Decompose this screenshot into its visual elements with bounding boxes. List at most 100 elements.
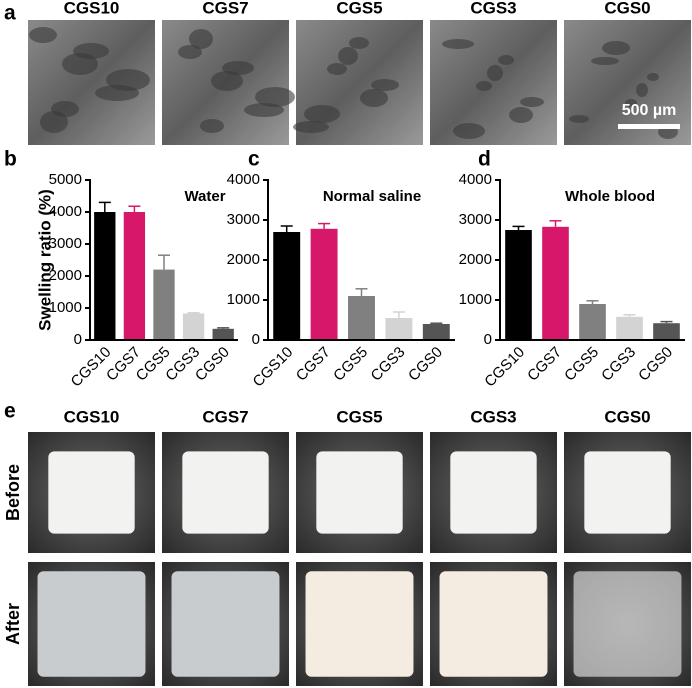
y-tick-label: 1000: [459, 291, 492, 308]
panel-label: d: [478, 148, 491, 171]
photo-label: CGS3: [470, 407, 516, 426]
bar: [273, 232, 301, 340]
sem-texture: [647, 73, 659, 81]
sem-texture: [255, 87, 295, 107]
sem-label: CGS10: [64, 0, 120, 17]
sem-texture: [29, 27, 57, 43]
bar: [348, 296, 375, 340]
x-tick-label: CGS7: [293, 344, 334, 385]
bar: [310, 228, 338, 340]
y-tick-label: 4000: [227, 171, 260, 188]
sem-texture: [338, 47, 358, 65]
bar: [542, 226, 569, 340]
x-tick-label: CGS0: [635, 344, 676, 385]
sample: [316, 451, 403, 534]
row-label: After: [3, 603, 23, 645]
panel-label: e: [4, 400, 16, 423]
bar: [653, 323, 680, 340]
sample: [305, 571, 414, 677]
sample: [171, 571, 280, 677]
y-tick-label: 3000: [227, 211, 260, 228]
bar: [579, 304, 606, 340]
bar: [505, 230, 532, 340]
x-tick-label: CGS0: [405, 344, 446, 385]
y-tick-label: 2000: [227, 251, 260, 268]
x-tick-label: CGS5: [561, 344, 602, 385]
scale-bar-label: 500 µm: [622, 102, 677, 119]
sem-label: CGS3: [470, 0, 516, 17]
sem-texture: [211, 71, 243, 91]
sample: [584, 451, 671, 534]
sample: [439, 571, 548, 677]
photo-label: CGS5: [336, 407, 382, 426]
y-tick-label: 5000: [49, 171, 82, 188]
y-tick-label: 3000: [49, 235, 82, 252]
sem-texture: [487, 65, 503, 81]
photo-label: CGS0: [604, 407, 650, 426]
y-tick-label: 2000: [49, 267, 82, 284]
sem-texture: [371, 79, 399, 91]
sem-texture: [293, 121, 329, 133]
y-tick-label: 0: [484, 331, 492, 348]
x-tick-label: CGS3: [368, 344, 409, 385]
bar: [182, 313, 205, 340]
scale-bar: [618, 124, 680, 129]
sample: [450, 451, 537, 534]
photo-label: CGS7: [202, 407, 248, 426]
bar: [422, 324, 450, 340]
y-tick-label: 3000: [459, 211, 492, 228]
x-tick-label: CGS5: [330, 344, 371, 385]
sem-texture: [360, 89, 388, 107]
sem-texture: [520, 97, 544, 107]
y-tick-label: 2000: [459, 251, 492, 268]
sem-texture: [453, 123, 485, 139]
sem-texture: [106, 69, 150, 91]
sem-texture: [498, 55, 514, 65]
y-tick-label: 1000: [227, 291, 260, 308]
sem-label: CGS7: [202, 0, 248, 17]
sem-texture: [51, 101, 79, 117]
sem-texture: [476, 81, 492, 91]
sem-texture: [178, 45, 202, 59]
bar: [212, 328, 234, 340]
sem-texture: [200, 119, 224, 133]
sample: [573, 571, 682, 677]
y-tick-label: 0: [252, 331, 260, 348]
sem-texture: [189, 29, 213, 49]
sem-texture: [349, 37, 369, 49]
sem-texture: [569, 115, 589, 123]
sample: [48, 451, 135, 534]
y-tick-label: 1000: [49, 299, 82, 316]
bar: [385, 318, 413, 340]
x-tick-label: CGS10: [481, 344, 528, 391]
sem-texture: [509, 107, 533, 123]
sem-texture: [591, 57, 619, 65]
y-tick-label: 4000: [49, 203, 82, 220]
sem-texture: [625, 99, 637, 107]
sem-label: CGS0: [604, 0, 650, 17]
x-tick-label: CGS10: [250, 344, 297, 391]
sem-texture: [636, 83, 648, 97]
annotation: Normal saline: [323, 188, 421, 205]
x-tick-label: CGS7: [524, 344, 565, 385]
panel-label: a: [4, 2, 16, 25]
y-tick-label: 4000: [459, 171, 492, 188]
bar: [123, 212, 146, 340]
y-axis-label: Swelling ratio (%): [35, 189, 54, 331]
bar: [94, 212, 116, 340]
sem-texture: [222, 61, 254, 75]
panel-label: c: [248, 148, 260, 171]
bar: [616, 316, 643, 340]
sem-image: [430, 20, 557, 145]
sem-texture: [442, 39, 474, 49]
y-tick-label: 0: [74, 331, 82, 348]
annotation: Water: [184, 188, 225, 205]
annotation: Whole blood: [565, 188, 655, 205]
sem-label: CGS5: [336, 0, 382, 17]
sem-texture: [73, 43, 109, 59]
panel-label: b: [4, 148, 17, 171]
bar: [153, 269, 175, 340]
sem-texture: [327, 63, 347, 75]
photo-label: CGS10: [64, 407, 120, 426]
